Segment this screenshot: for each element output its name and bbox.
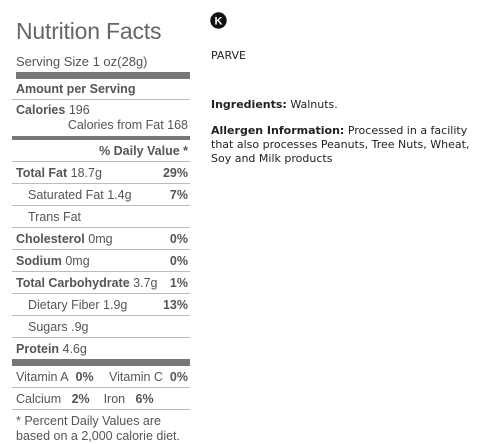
iron-dv: 6% — [135, 392, 154, 406]
nutrient-amount: 3.7g — [133, 276, 158, 290]
kosher-k-icon: K — [210, 12, 227, 29]
nutrient-label: Total Carbohydrate — [16, 276, 130, 290]
mineral-row: Calcium 2% Iron 6% — [12, 388, 190, 410]
nutrient-name-amount: Trans Fat — [28, 210, 81, 224]
nutrient-label: Trans Fat — [28, 210, 82, 224]
nutrition-title: Nutrition Facts — [16, 18, 162, 44]
nutrient-row: Saturated Fat 1.4g 7% — [12, 184, 190, 206]
vitamin-c-dv: 0% — [169, 370, 188, 384]
nutrient-name-amount: Saturated Fat 1.4g — [28, 188, 132, 202]
vitamin-a-cell: Vitamin A 0% — [16, 370, 102, 384]
nutrient-dv: 1% — [169, 276, 188, 290]
nutrient-row: Protein 4.6g — [12, 338, 190, 366]
nutrient-row: Dietary Fiber 1.9g 13% — [12, 294, 190, 316]
kosher-letter: K — [215, 16, 223, 28]
nutrient-label: Dietary Fiber — [28, 298, 100, 312]
calories-label: Calories — [16, 103, 66, 117]
calories-value: 196 — [68, 103, 90, 117]
nutrient-name-amount: Cholesterol 0mg — [16, 232, 113, 246]
calcium-cell: Calcium 2% Iron 6% — [16, 392, 188, 406]
footnote: * Percent Daily Values are based on a 2,… — [16, 414, 181, 443]
vitamin-a-dv: 0% — [75, 370, 94, 384]
nutrient-label: Sodium — [16, 254, 62, 268]
ingredients-text: Walnuts. — [286, 98, 338, 111]
nutrition-facts-panel: Nutrition Facts Serving Size 1 oz(28g) A… — [12, 14, 190, 444]
nutrient-label: Saturated Fat — [28, 188, 104, 202]
nutrient-name-amount: Sugars .9g — [28, 320, 88, 334]
calories-from-fat: Calories from Fat 168 — [67, 118, 188, 132]
nutrient-dv: 7% — [169, 188, 188, 202]
allergen-paragraph: Allergen Information: Processed in a fac… — [211, 124, 491, 166]
nutrient-dv: 13% — [162, 298, 188, 312]
nutrient-name-amount: Sodium 0mg — [16, 254, 90, 268]
nutrient-amount: .9g — [71, 320, 89, 334]
vitamin-row: Vitamin A 0% Vitamin C 0% — [12, 366, 190, 388]
vitamin-c-label: Vitamin C — [109, 370, 163, 384]
nutrient-dv: 29% — [162, 166, 188, 180]
nutrient-row: Sugars .9g — [12, 316, 190, 338]
nutrient-amount: 1.4g — [107, 188, 132, 202]
daily-value-header: % Daily Value * — [12, 140, 190, 162]
iron-label: Iron — [103, 392, 126, 406]
nutrient-row: Trans Fat — [12, 206, 190, 228]
calcium-dv: 2% — [71, 392, 90, 406]
nutrient-label: Sugars — [28, 320, 68, 334]
nutrient-label: Cholesterol — [16, 232, 85, 246]
parve-label: PARVE — [211, 49, 246, 62]
serving-size: Serving Size 1 oz(28g) — [16, 46, 190, 79]
nutrient-label: Protein — [16, 342, 60, 356]
nutrient-amount: 4.6g — [62, 342, 87, 356]
nutrient-name-amount: Total Carbohydrate 3.7g — [16, 276, 158, 290]
nutrient-amount: 1.9g — [103, 298, 128, 312]
nutrient-name-amount: Dietary Fiber 1.9g — [28, 298, 127, 312]
nutrient-name-amount: Protein 4.6g — [16, 342, 87, 356]
nutrient-row: Cholesterol 0mg 0% — [12, 228, 190, 250]
nutrient-amount: 18.7g — [70, 166, 102, 180]
vitamin-a-label: Vitamin A — [16, 370, 69, 384]
nutrient-dv: 0% — [169, 232, 188, 246]
calcium-label: Calcium — [16, 392, 62, 406]
nutrient-rows: Total Fat 18.7g 29% Saturated Fat 1.4g 7% Tr… — [12, 162, 190, 366]
nutrient-row: Total Carbohydrate 3.7g 1% — [12, 272, 190, 294]
nutrient-row: Total Fat 18.7g 29% — [12, 162, 190, 184]
nutrient-amount: 0mg — [88, 232, 113, 246]
ingredients-label: Ingredients: — [211, 98, 287, 111]
product-info: Ingredients: Walnuts. Allergen Informati… — [211, 98, 491, 178]
nutrient-name-amount: Total Fat 18.7g — [16, 166, 102, 180]
amount-per-serving: Amount per Serving — [12, 79, 190, 100]
allergen-label: Allergen Information: — [211, 124, 345, 137]
ingredients-paragraph: Ingredients: Walnuts. — [211, 98, 491, 112]
calories-block: Calories 196 Calories from Fat 168 — [12, 100, 190, 140]
allergen-text: Processed in a facility that also proces… — [211, 124, 470, 165]
nutrient-amount: 0mg — [65, 254, 90, 268]
nutrient-label: Total Fat — [16, 166, 68, 180]
nutrient-row: Sodium 0mg 0% — [12, 250, 190, 272]
vitamin-c-cell: Vitamin C 0% — [102, 370, 188, 384]
nutrient-dv: 0% — [169, 254, 188, 268]
